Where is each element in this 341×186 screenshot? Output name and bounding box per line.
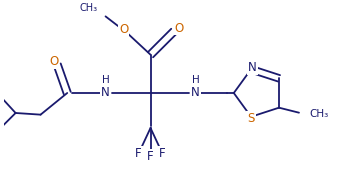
Text: S: S <box>247 112 255 125</box>
Text: O: O <box>174 22 183 35</box>
Text: O: O <box>119 23 129 36</box>
Text: F: F <box>159 147 166 160</box>
Text: CH₃: CH₃ <box>309 109 328 119</box>
Text: N: N <box>191 86 200 100</box>
Text: F: F <box>147 150 154 163</box>
Text: N: N <box>101 86 110 100</box>
Text: O: O <box>49 55 59 68</box>
Text: H: H <box>102 75 109 85</box>
Text: F: F <box>135 147 142 160</box>
Text: N: N <box>248 61 257 74</box>
Text: CH₃: CH₃ <box>79 3 97 13</box>
Text: H: H <box>192 75 199 85</box>
